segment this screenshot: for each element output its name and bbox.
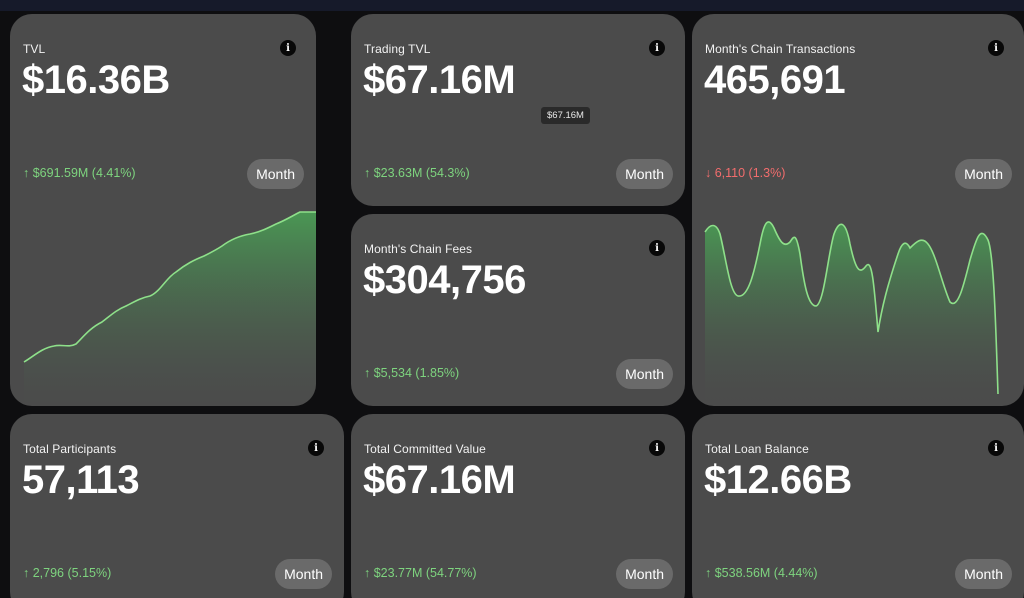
- card-value: $304,756: [363, 258, 526, 302]
- chain-fees-card: Month's Chain Fees i $304,756 ↑ $5,534 (…: [351, 214, 685, 406]
- tvl-area-chart: [23, 211, 316, 406]
- period-button[interactable]: Month: [955, 559, 1012, 589]
- transactions-area-chart: [704, 221, 999, 404]
- change-indicator: ↑ 2,796 (5.15%): [23, 566, 112, 580]
- card-value: $12.66B: [704, 458, 852, 502]
- tvl-card: TVL i $16.36B ↑ $691.59M (4.41%) Month: [10, 14, 316, 406]
- trading-tvl-card: Trading TVL i $67.16M ↑ $23.63M (54.3%) …: [351, 14, 685, 206]
- change-indicator: ↑ $23.63M (54.3%): [364, 166, 470, 180]
- info-icon[interactable]: i: [308, 440, 324, 456]
- card-value: $67.16M: [363, 58, 516, 102]
- chain-transactions-card: Month's Chain Transactions i 465,691 ↓ 6…: [692, 14, 1024, 406]
- card-value: 465,691: [704, 58, 846, 102]
- change-indicator: ↑ $23.77M (54.77%): [364, 566, 477, 580]
- info-icon[interactable]: i: [280, 40, 296, 56]
- period-button[interactable]: Month: [275, 559, 332, 589]
- info-icon[interactable]: i: [649, 40, 665, 56]
- total-committed-value-card: Total Committed Value i $67.16M ↑ $23.77…: [351, 414, 685, 598]
- top-bar: [0, 0, 1024, 11]
- card-title: Total Loan Balance: [705, 442, 809, 456]
- card-title: Total Committed Value: [364, 442, 486, 456]
- info-icon[interactable]: i: [988, 40, 1004, 56]
- info-icon[interactable]: i: [649, 240, 665, 256]
- period-button[interactable]: Month: [247, 159, 304, 189]
- period-button[interactable]: Month: [955, 159, 1012, 189]
- change-indicator: ↑ $538.56M (4.44%): [705, 566, 818, 580]
- card-title: Month's Chain Fees: [364, 242, 473, 256]
- card-title: TVL: [23, 42, 46, 56]
- total-participants-card: Total Participants i 57,113 ↑ 2,796 (5.1…: [10, 414, 344, 598]
- total-loan-balance-card: Total Loan Balance i $12.66B ↑ $538.56M …: [692, 414, 1024, 598]
- card-title: Trading TVL: [364, 42, 431, 56]
- change-indicator: ↑ $5,534 (1.85%): [364, 366, 460, 380]
- card-title: Month's Chain Transactions: [705, 42, 856, 56]
- info-icon[interactable]: i: [988, 440, 1004, 456]
- period-button[interactable]: Month: [616, 359, 673, 389]
- change-indicator: ↓ 6,110 (1.3%): [705, 166, 786, 180]
- card-title: Total Participants: [23, 442, 117, 456]
- value-tooltip: $67.16M: [541, 107, 590, 124]
- card-value: $16.36B: [22, 58, 170, 102]
- period-button[interactable]: Month: [616, 159, 673, 189]
- change-indicator: ↑ $691.59M (4.41%): [23, 166, 136, 180]
- card-value: 57,113: [22, 458, 140, 502]
- info-icon[interactable]: i: [649, 440, 665, 456]
- period-button[interactable]: Month: [616, 559, 673, 589]
- card-value: $67.16M: [363, 458, 516, 502]
